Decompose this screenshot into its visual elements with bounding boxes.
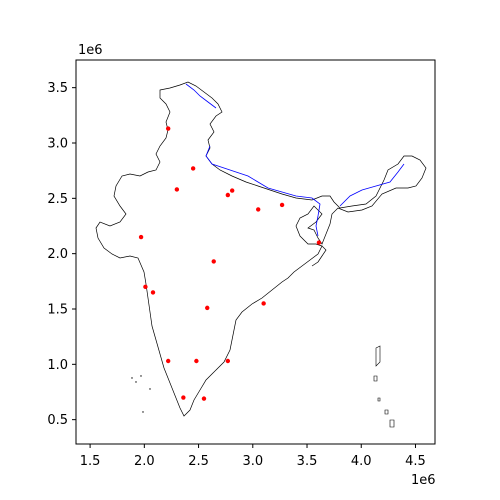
map-layer [95, 81, 427, 428]
city-point [256, 207, 261, 212]
x-tick-label: 4.0 [351, 454, 372, 469]
x-tick-label: 4.5 [405, 454, 426, 469]
city-point [201, 396, 207, 401]
city-point [229, 188, 235, 193]
y-tick-label: 1.0 [47, 358, 68, 373]
y-offset-label: 1e6 [78, 43, 103, 58]
city-point [138, 234, 144, 240]
points-layer [138, 126, 322, 401]
river-ganga [205, 145, 321, 237]
x-axis: 1.5 2.0 2.5 3.0 3.5 4.0 4.5 [80, 444, 426, 469]
city-point [181, 395, 186, 400]
city-point [165, 358, 171, 364]
y-tick-label: 3.0 [47, 136, 68, 151]
river-brahmaputra [339, 163, 405, 207]
plot-area-border [75, 59, 436, 445]
y-tick-label: 1.5 [47, 302, 68, 317]
x-tick-label: 3.0 [242, 454, 263, 469]
city-point [143, 284, 148, 290]
city-point [190, 166, 196, 171]
city-point [211, 259, 216, 264]
india-boundary [95, 81, 427, 417]
y-tick-label: 3.5 [47, 81, 68, 96]
city-point [150, 290, 156, 295]
y-tick-label: 2.0 [47, 247, 68, 262]
city-point [261, 301, 266, 306]
city-point [225, 358, 231, 364]
x-tick-label: 1.5 [80, 454, 101, 469]
city-point [316, 240, 322, 245]
andaman-nicobar-islands [373, 345, 395, 428]
city-point [165, 126, 171, 131]
city-point [279, 202, 285, 208]
city-point [194, 358, 199, 364]
city-point [225, 192, 231, 198]
india-east-boundary [311, 245, 327, 267]
x-tick-label: 2.5 [188, 454, 209, 469]
x-offset-label: 1e6 [411, 473, 436, 488]
y-axis: 0.5 1.0 1.5 2.0 2.5 3.0 3.5 [47, 81, 76, 428]
city-point [205, 305, 210, 311]
y-tick-label: 2.5 [47, 192, 68, 207]
river-indus [185, 83, 217, 109]
x-tick-label: 3.5 [297, 454, 318, 469]
x-tick-label: 2.0 [134, 454, 155, 469]
lakshadweep-islands [131, 375, 151, 413]
city-point [174, 187, 180, 192]
y-tick-label: 0.5 [47, 413, 68, 428]
axes-frame [75, 59, 436, 445]
